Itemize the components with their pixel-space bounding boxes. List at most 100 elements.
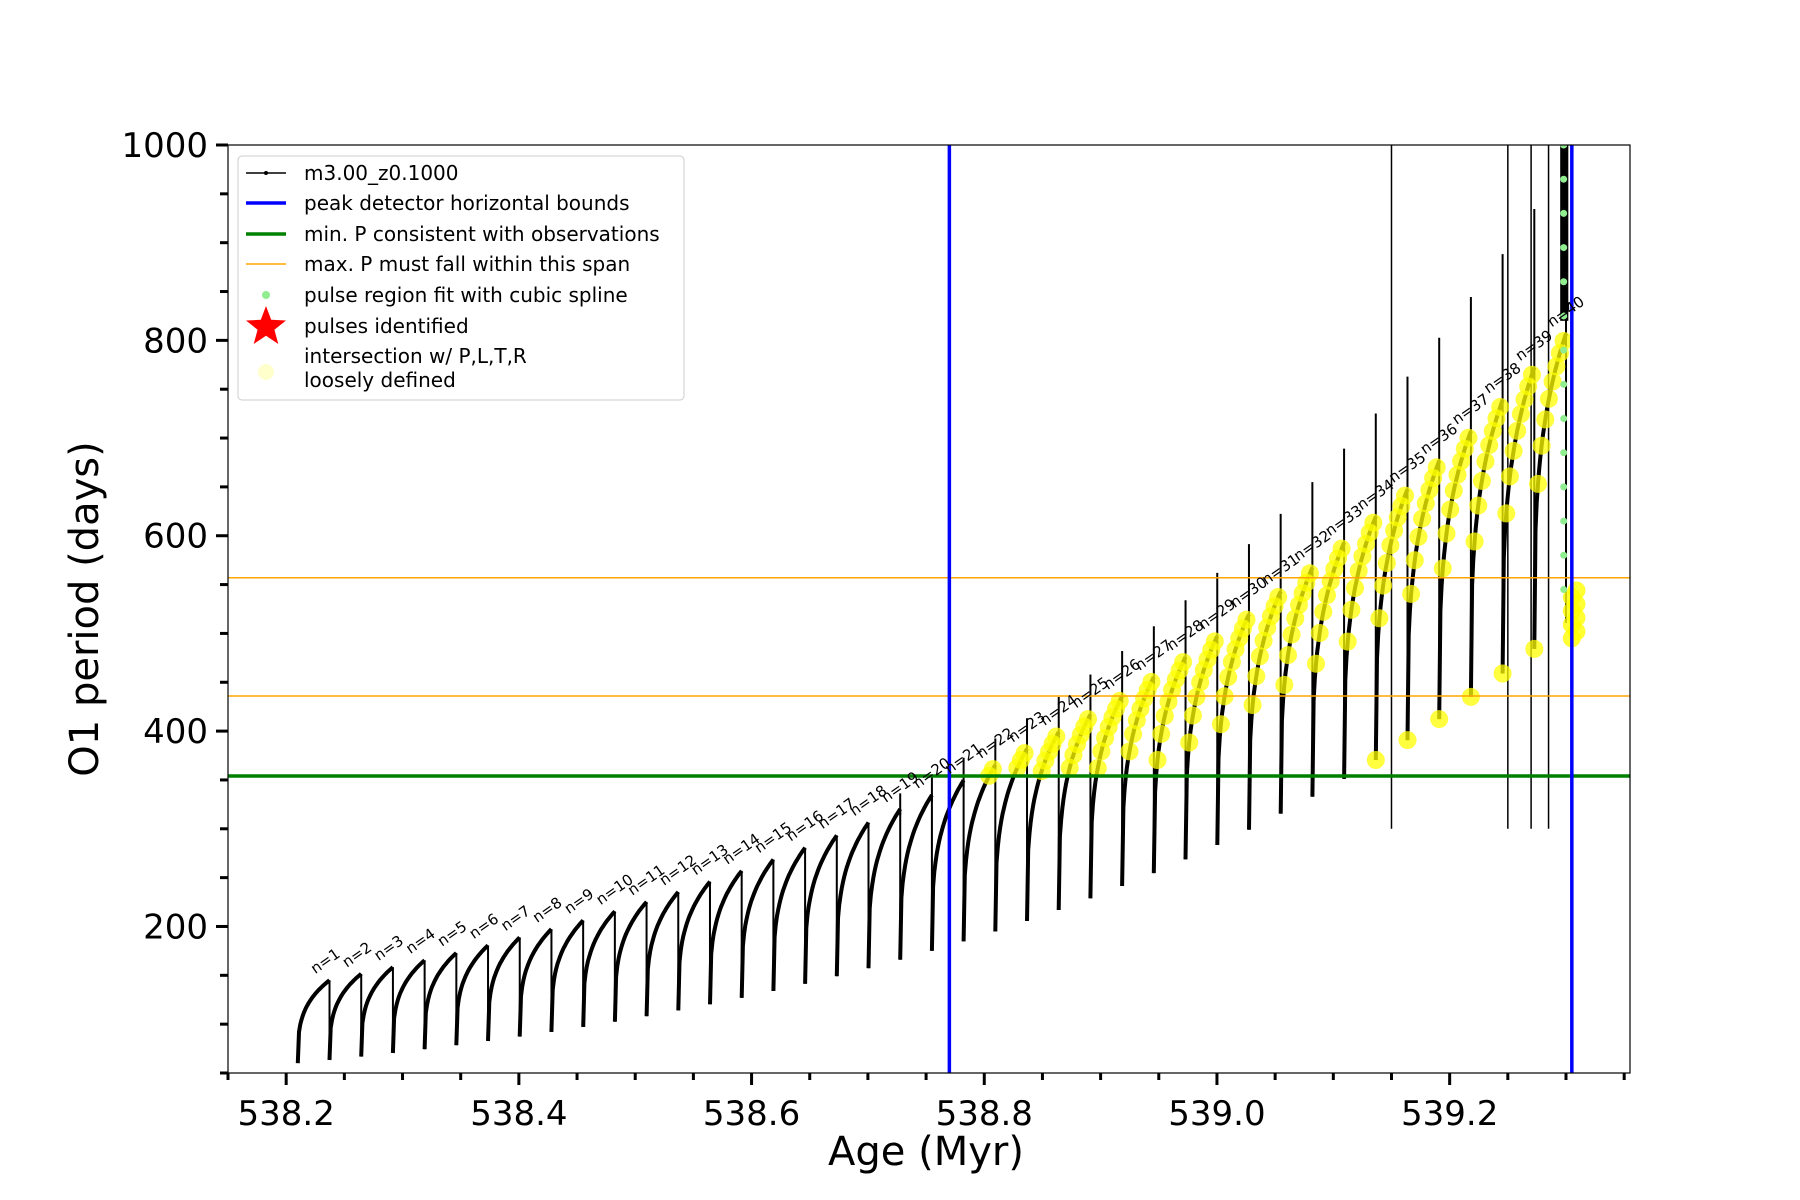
intersection-marker	[1349, 561, 1368, 580]
intersection-marker	[1183, 706, 1202, 725]
y-tick-label: 400	[143, 712, 208, 752]
legend-entry-min-p: min. P consistent with observations	[246, 222, 660, 246]
x-tick-label: 539.0	[1168, 1094, 1265, 1134]
svg-text:pulse region fit with cubic sp: pulse region fit with cubic spline	[304, 283, 628, 307]
pulse-curve	[581, 909, 617, 1027]
intersection-marker	[1377, 554, 1396, 572]
intersection-marker	[1500, 467, 1519, 486]
y-tick-label: 800	[143, 321, 208, 361]
intersection-marker	[1219, 668, 1238, 687]
intersection-marker	[1187, 687, 1206, 706]
intersection-marker	[1374, 576, 1393, 595]
legend-entry-peak-bounds: peak detector horizontal bounds	[246, 191, 630, 215]
intersection-marker	[1437, 524, 1456, 543]
intersection-marker	[1522, 365, 1541, 384]
pulse-curve	[708, 869, 744, 1005]
intersection-marker	[1047, 727, 1066, 746]
intersection-marker	[1332, 539, 1351, 558]
svg-text:intersection w/ P,L,T,R: intersection w/ P,L,T,R	[304, 344, 527, 368]
pulse-label: n=9	[561, 885, 597, 918]
pulse-curve	[612, 900, 649, 1022]
intersection-marker	[1364, 513, 1383, 532]
intersection-marker	[1529, 474, 1547, 493]
intersection-marker	[1508, 421, 1527, 440]
intersection-marker	[1491, 398, 1510, 416]
intersection-marker	[1504, 441, 1523, 460]
intersection-marker	[1152, 724, 1171, 743]
pulse-curve	[295, 978, 331, 1064]
pulse-curve	[327, 972, 363, 1061]
y-axis-title: O1 period (days)	[62, 441, 108, 776]
x-tick-label: 538.4	[470, 1094, 567, 1134]
pulse-curve	[644, 890, 680, 1017]
pulse-curve	[486, 935, 522, 1042]
intersection-marker	[1338, 632, 1357, 651]
pulse-label: n=2	[339, 938, 375, 971]
pulse-label: n=3	[371, 932, 407, 965]
pulse-curve	[359, 965, 395, 1057]
pulse-curve	[676, 880, 712, 1011]
intersection-marker	[1461, 687, 1480, 706]
intersection-marker	[1427, 458, 1446, 477]
pulse-curve	[422, 951, 458, 1050]
intersection-marker	[1413, 509, 1432, 528]
intersection-marker	[1433, 559, 1452, 578]
spline-dot	[1560, 209, 1568, 217]
pulse-curve	[961, 763, 998, 942]
intersection-marker	[1275, 675, 1294, 694]
intersection-marker	[1282, 625, 1301, 644]
intersection-marker	[1511, 405, 1530, 423]
y-tick-label: 1000	[121, 126, 208, 166]
spline-dot	[1560, 346, 1568, 354]
spline-dot	[1560, 175, 1568, 183]
svg-text:min. P consistent with observa: min. P consistent with observations	[304, 222, 660, 246]
intersection-marker	[1243, 696, 1262, 714]
intersection-marker	[1279, 646, 1297, 665]
pulse-curve	[803, 834, 839, 984]
intersection-marker	[1448, 465, 1467, 484]
intersection-marker	[1554, 332, 1573, 350]
legend-entry-pulses: pulses identified	[246, 306, 469, 344]
spline-dot	[1560, 145, 1568, 149]
intersection-marker	[1396, 486, 1414, 505]
legend-box	[237, 155, 685, 401]
intersection-marker	[1247, 667, 1266, 686]
pulse-label: n=7	[497, 902, 533, 935]
intersection-marker	[1465, 532, 1484, 551]
svg-text:m3.00_z0.1000: m3.00_z0.1000	[304, 161, 459, 185]
svg-text:max. P must fall within this s: max. P must fall within this span	[304, 252, 630, 276]
intersection-marker	[1525, 639, 1544, 658]
legend-entry-spline: pulse region fit with cubic spline	[262, 283, 628, 307]
intersection-marker	[1441, 500, 1460, 519]
spline-dot	[1560, 517, 1568, 525]
spline-dot	[1560, 449, 1568, 457]
spline-dot	[1560, 312, 1568, 320]
intersection-marker	[1381, 536, 1400, 555]
intersection-marker	[1476, 452, 1495, 471]
spline-dot	[1560, 380, 1568, 388]
intersection-marker	[1148, 751, 1167, 769]
pulse-curve	[834, 821, 871, 977]
x-tick-label: 538.2	[238, 1094, 335, 1134]
pulse-curve	[390, 958, 426, 1054]
intersection-marker	[1307, 654, 1325, 673]
intersection-marker	[1300, 564, 1319, 583]
intersection-marker	[1205, 632, 1224, 651]
pulse-label: n=6	[466, 910, 502, 943]
spline-dot	[1560, 483, 1568, 491]
intersection-marker	[1318, 586, 1336, 605]
pulse-label: n=1	[307, 945, 343, 978]
spline-dot	[1560, 585, 1568, 593]
intersection-marker	[1532, 436, 1551, 455]
plot-area	[228, 145, 1630, 1073]
intersection-marker	[1493, 664, 1512, 683]
intersection-marker	[1124, 725, 1143, 743]
intersection-marker	[1142, 672, 1161, 691]
x-tick-label: 538.8	[936, 1094, 1033, 1134]
intersection-marker	[1543, 372, 1562, 391]
intersection-marker	[1405, 551, 1424, 570]
intersection-marker	[1314, 602, 1333, 621]
intersection-marker	[1286, 609, 1305, 628]
intersection-marker	[1269, 588, 1288, 606]
intersection-marker	[1472, 471, 1491, 490]
